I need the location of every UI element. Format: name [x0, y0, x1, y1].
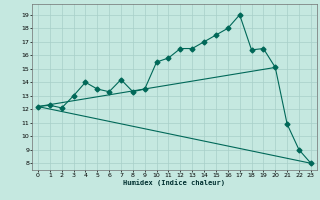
X-axis label: Humidex (Indice chaleur): Humidex (Indice chaleur): [124, 179, 225, 186]
